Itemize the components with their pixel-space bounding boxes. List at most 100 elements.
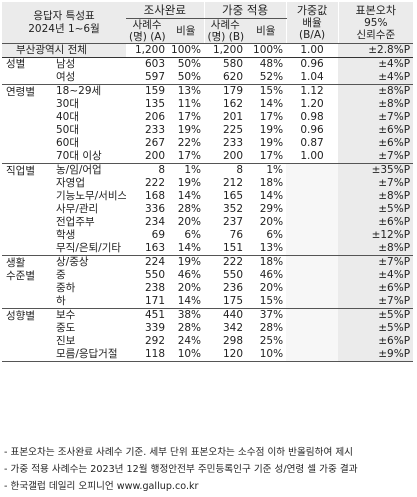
row-label: 남성 bbox=[56, 58, 76, 70]
count-a: 267 bbox=[144, 137, 166, 149]
weight-col-line2: 배율 bbox=[302, 16, 322, 29]
ratio-a: 19% bbox=[177, 177, 202, 189]
ratio-b: 14% bbox=[259, 98, 284, 110]
count-a: 200 bbox=[126, 150, 169, 164]
count-a: 163 bbox=[126, 242, 169, 256]
ratio-b: 18% bbox=[259, 177, 284, 189]
row-label: 학생 bbox=[56, 229, 76, 241]
count-a: 171 bbox=[126, 295, 169, 309]
total-ratio-a: 100% bbox=[168, 43, 205, 58]
table-title: 응답자 특성표 2024년 1~6월 bbox=[2, 2, 127, 44]
group-label-line1: 성별 bbox=[6, 58, 26, 70]
sampling-error: ±8%P bbox=[338, 242, 414, 256]
group-label: 연령별 bbox=[2, 84, 52, 164]
group-label-line1: 성향별 bbox=[6, 310, 35, 322]
row-label: 농/임/어업 bbox=[56, 164, 102, 176]
ratio-b: 14% bbox=[259, 190, 284, 202]
group-label-line1: 직업별 bbox=[6, 165, 35, 177]
weight-col-line1: 가중값 bbox=[296, 3, 328, 17]
sampling-error: ±6%P bbox=[338, 282, 414, 295]
weight-multiplier bbox=[286, 335, 339, 348]
count-b: 298 bbox=[222, 335, 244, 347]
count-a: 550 bbox=[144, 269, 166, 281]
table-row: 40대 206 17% 201 17% 0.98 ±7%P bbox=[2, 111, 414, 124]
group-label-line2: 수준별 bbox=[6, 270, 35, 282]
weight-col-header: 가중값 배율 (B/A) bbox=[285, 2, 339, 44]
total-label: 부산광역시 전체 bbox=[2, 43, 127, 58]
group-label: 성향별 bbox=[2, 308, 52, 362]
note-3: - 한국갤럽 데일리 오피니언 www.gallup.co.kr bbox=[4, 481, 199, 492]
ratio-b: 20% bbox=[259, 216, 284, 228]
table-row: 기능노무/서비스 168 14% 165 14% ±8%P bbox=[2, 190, 414, 203]
count-a: 238 bbox=[144, 282, 166, 294]
count-a-line2: (명) (A) bbox=[129, 31, 166, 43]
count-b: 120 bbox=[204, 348, 247, 362]
table-row: 50대 233 19% 225 19% 0.96 ±6%P bbox=[2, 124, 414, 137]
title-line1: 응답자 특성표 bbox=[33, 9, 95, 22]
table-row: 70대 이상 200 17% 200 17% 1.00 ±7%P bbox=[2, 150, 414, 164]
sampling-error: ±5%P bbox=[338, 203, 414, 216]
table-row: 중 550 46% 550 46% ±4%P bbox=[2, 269, 414, 282]
count-b: 580 bbox=[222, 58, 244, 70]
table-row: 60대 267 22% 233 19% 0.87 ±6%P bbox=[2, 137, 414, 150]
weight-multiplier bbox=[286, 308, 339, 322]
count-a: 336 bbox=[144, 203, 166, 215]
group-header-complete: 조사완료 bbox=[126, 2, 205, 19]
count-b: 233 bbox=[222, 137, 244, 149]
total-count-a: 1,200 bbox=[126, 43, 169, 58]
table-row: 진보 292 24% 298 25% ±6%P bbox=[2, 335, 414, 348]
ratio-b: 15% bbox=[259, 85, 284, 97]
table-row: 성향별 보수 451 38% 440 37% ±5%P bbox=[2, 308, 414, 362]
count-a: 8 bbox=[158, 164, 166, 176]
table-row: 모름/응답거절 118 10% 120 10% ±9%P bbox=[2, 348, 414, 362]
weight-col-line3: (B/A) bbox=[298, 28, 326, 41]
group-label-line1: 연령별 bbox=[6, 86, 35, 98]
table-body: 부산광역시 전체 1,200 100% 1,200 100% 1.00 ±2.8… bbox=[2, 43, 414, 362]
ratio-b: 18% bbox=[259, 256, 284, 268]
group-label: 성별 bbox=[2, 57, 52, 85]
table-row: 연령별 18~29세 159 13% 179 15% 1.12 ±8%P bbox=[2, 84, 414, 164]
sampling-error: ±35%P bbox=[338, 163, 414, 177]
row-label: 여성 bbox=[52, 71, 127, 85]
table-row: 학생 69 6% 76 6% ±12%P bbox=[2, 229, 414, 242]
ratio-b: 25% bbox=[259, 335, 284, 347]
table-row: 전업주부 234 20% 237 20% ±6%P bbox=[2, 216, 414, 229]
count-b: 200 bbox=[204, 150, 247, 164]
row-label: 중하 bbox=[56, 282, 76, 294]
count-b: 222 bbox=[222, 256, 244, 268]
count-a-line1: 사례수 bbox=[132, 19, 162, 31]
total-count-b: 1,200 bbox=[204, 43, 247, 58]
ratio-a: 28% bbox=[177, 203, 202, 215]
row-label: 50대 bbox=[56, 124, 80, 136]
total-weight: 1.00 bbox=[286, 43, 339, 58]
ratio-a: 14% bbox=[168, 295, 205, 309]
count-b: 237 bbox=[222, 216, 244, 228]
table-row: 중하 238 20% 236 20% ±6%P bbox=[2, 282, 414, 295]
count-a: 603 bbox=[144, 58, 166, 70]
count-b: 201 bbox=[222, 111, 244, 123]
count-b: 342 bbox=[222, 322, 244, 334]
weight-multiplier bbox=[286, 203, 339, 216]
sampling-error: ±5%P bbox=[338, 322, 414, 335]
weight-multiplier: 1.20 bbox=[300, 98, 324, 110]
sampling-error: ±7%P bbox=[338, 177, 414, 190]
total-ratio-b: 100% bbox=[246, 43, 287, 58]
table-row: 사무/관리 336 28% 352 29% ±5%P bbox=[2, 203, 414, 216]
table-row: 성별 남성 603 50% 580 48% 0.96 ±4%P bbox=[2, 57, 414, 85]
group-label: 직업별 bbox=[2, 163, 52, 256]
count-a: 222 bbox=[144, 177, 166, 189]
table-row: 여성 597 50% 620 52% 1.04 ±4%P bbox=[2, 71, 414, 85]
weight-multiplier bbox=[286, 295, 339, 309]
sampling-error: ±7%P bbox=[338, 150, 414, 164]
sampling-error: ±7%P bbox=[338, 295, 414, 309]
ratio-b: 46% bbox=[259, 269, 284, 281]
table-row: 자영업 222 19% 212 18% ±7%P bbox=[2, 177, 414, 190]
error-col-line2: 95% bbox=[364, 16, 388, 29]
ratio-b: 13% bbox=[246, 242, 287, 256]
ratio-a: 13% bbox=[177, 85, 202, 97]
ratio-b: 15% bbox=[246, 295, 287, 309]
total-row: 부산광역시 전체 1,200 100% 1,200 100% 1.00 ±2.8… bbox=[2, 43, 414, 58]
count-a: 451 bbox=[144, 309, 166, 321]
row-label: 하 bbox=[52, 295, 127, 309]
ratio-a: 14% bbox=[177, 190, 202, 202]
